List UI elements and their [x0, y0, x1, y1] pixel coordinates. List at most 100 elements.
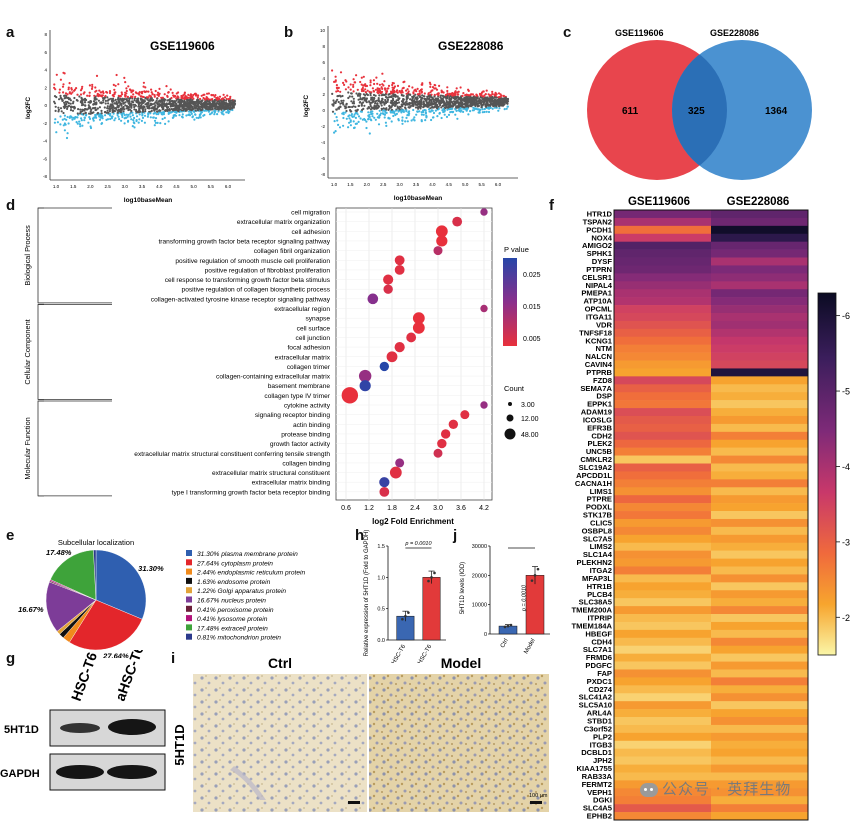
ma-point	[433, 101, 437, 104]
legend-entry: 0.41% lysosome protein	[197, 616, 268, 623]
ma-point	[400, 103, 403, 106]
ma-point	[419, 107, 422, 110]
ma-point	[407, 90, 410, 93]
ma-point	[88, 105, 91, 108]
ma-point	[232, 106, 235, 109]
heatmap-cell	[711, 661, 808, 670]
heatmap-cell	[614, 511, 711, 520]
y-tick-label: -2	[43, 121, 47, 126]
heatmap-cell	[711, 534, 808, 544]
ma-point	[63, 129, 66, 132]
venn-overlap	[672, 40, 727, 180]
ma-point	[411, 104, 414, 107]
ma-point	[165, 85, 168, 88]
ma-point	[362, 75, 365, 78]
ma-point	[109, 117, 112, 121]
ma-point	[361, 86, 364, 90]
ma-point	[342, 116, 345, 120]
heatmap-cell	[614, 265, 711, 274]
ma-point	[87, 107, 90, 110]
ma-point	[123, 98, 126, 101]
y-tick-label: -4	[43, 139, 47, 144]
ma-point	[389, 95, 392, 98]
ma-point	[126, 115, 129, 118]
heatmap-gene-label: PTPRE	[587, 495, 612, 504]
ma-point	[192, 97, 195, 100]
y-tick-label: -6	[321, 156, 325, 161]
ma-point	[391, 83, 394, 87]
ma-point	[206, 92, 209, 95]
heatmap-cell	[711, 233, 808, 242]
ma-point	[480, 94, 483, 98]
heatmap-cell	[614, 233, 711, 242]
heatmap-cell	[711, 439, 808, 448]
ma-point	[431, 89, 434, 92]
ma-point	[171, 104, 175, 107]
ma-point	[477, 99, 480, 102]
go-dot	[358, 369, 372, 383]
heatmap-cell	[711, 796, 808, 805]
ma-point	[166, 99, 170, 102]
ma-point	[179, 98, 182, 102]
ma-point	[335, 116, 338, 119]
ma-point	[54, 118, 57, 121]
ihc-image-model	[369, 674, 549, 812]
ma-point	[102, 101, 105, 104]
ma-point	[384, 95, 388, 99]
ma-point	[106, 91, 109, 94]
ma-point	[80, 99, 83, 102]
ma-point	[141, 99, 144, 102]
ma-point	[404, 101, 407, 104]
ma-point	[356, 94, 360, 97]
y-tick-label: 2	[322, 92, 325, 97]
heatmap-cell	[711, 400, 808, 409]
ma-point	[154, 121, 157, 124]
ma-point	[354, 111, 357, 115]
ma-point	[107, 102, 110, 105]
ma-point	[470, 97, 473, 100]
x-tick-label: 2.5	[380, 182, 387, 187]
ma-point	[131, 89, 134, 92]
ma-point	[185, 98, 189, 102]
ma-point	[383, 109, 386, 112]
ma-point	[104, 110, 107, 114]
ma-point	[156, 103, 160, 106]
ma-point	[408, 101, 411, 105]
heatmap-cell	[614, 701, 711, 710]
heatmap-cell	[614, 392, 711, 401]
ma-point	[451, 107, 454, 110]
ma-point	[159, 122, 162, 125]
ma-point	[100, 112, 103, 115]
ma-point	[368, 115, 371, 119]
ma-point	[113, 88, 116, 91]
go-xlabel: log2 Fold Enrichment	[372, 517, 454, 526]
ma-point	[120, 91, 123, 94]
pie-slice	[93, 549, 97, 601]
heatmap-cell	[614, 590, 711, 599]
ma-point	[446, 86, 449, 89]
ma-point	[387, 108, 390, 111]
ma-point	[81, 85, 84, 88]
ma-point	[489, 106, 492, 109]
ma-point	[471, 93, 474, 96]
ma-point	[88, 91, 91, 94]
ma-point	[61, 99, 64, 102]
ma-point	[150, 91, 153, 94]
heatmap-cell	[711, 217, 808, 227]
ma-point	[393, 112, 396, 115]
ma-point	[174, 101, 177, 104]
ma-point	[425, 115, 428, 118]
ma-point	[420, 111, 423, 114]
go-dot	[367, 293, 379, 305]
ma-point	[421, 94, 424, 97]
ma-point	[464, 100, 467, 103]
ma-point	[73, 96, 76, 100]
ma-point	[401, 87, 404, 90]
go-term-label: extracellular matrix structural constitu…	[134, 451, 330, 458]
ma-point	[108, 90, 112, 93]
ma-point	[432, 102, 435, 105]
ma-point	[220, 107, 223, 110]
ma-point	[110, 104, 113, 107]
go-term-label: cytokine activity	[284, 403, 331, 410]
ma-point	[216, 105, 219, 108]
